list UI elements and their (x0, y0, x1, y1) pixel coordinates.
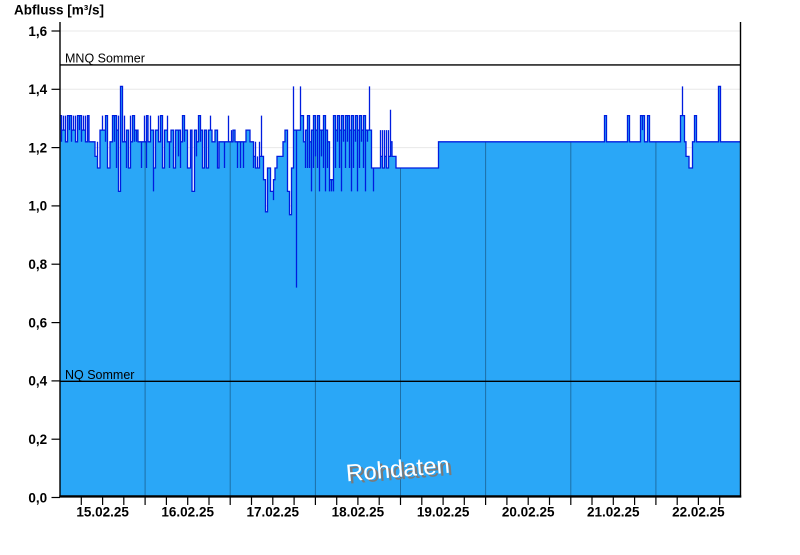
svg-text:15.02.25: 15.02.25 (76, 505, 129, 520)
svg-text:17.02.25: 17.02.25 (247, 505, 300, 520)
svg-text:Abfluss [m³/s]: Abfluss [m³/s] (14, 3, 104, 18)
svg-text:0,8: 0,8 (28, 257, 47, 272)
svg-text:0,0: 0,0 (28, 490, 47, 505)
svg-text:1,2: 1,2 (28, 140, 47, 155)
svg-text:0,2: 0,2 (28, 432, 47, 447)
svg-text:0,4: 0,4 (28, 374, 47, 389)
svg-text:0,6: 0,6 (28, 315, 47, 330)
svg-text:1,0: 1,0 (28, 199, 47, 214)
svg-text:16.02.25: 16.02.25 (161, 505, 214, 520)
svg-text:MNQ Sommer: MNQ Sommer (65, 51, 145, 65)
svg-text:20.02.25: 20.02.25 (502, 505, 555, 520)
svg-text:19.02.25: 19.02.25 (417, 505, 470, 520)
svg-text:18.02.25: 18.02.25 (332, 505, 385, 520)
svg-text:NQ Sommer: NQ Sommer (65, 368, 134, 382)
svg-text:22.02.25: 22.02.25 (672, 505, 725, 520)
svg-text:1,4: 1,4 (28, 82, 47, 97)
svg-text:1,6: 1,6 (28, 24, 47, 39)
svg-text:21.02.25: 21.02.25 (587, 505, 640, 520)
